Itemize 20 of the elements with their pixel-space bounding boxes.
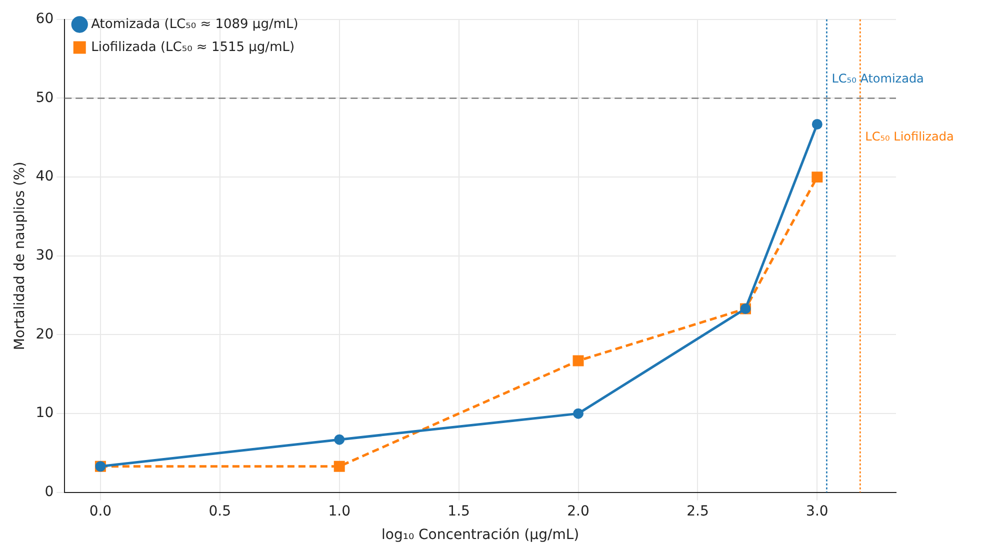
- x-tick-label: 0.0: [89, 503, 112, 520]
- y-tick-label: 0: [44, 484, 54, 500]
- x-tick-label: 1.5: [448, 503, 470, 520]
- x-axis-title: log₁₀ Concentración (µg/mL): [382, 527, 580, 544]
- x-tick-label: 0.5: [208, 503, 232, 520]
- x-tick-label: 2.5: [686, 503, 709, 520]
- legend-label: Atomizada (LC₅₀ ≈ 1089 µg/mL): [91, 16, 298, 32]
- ref-line-label: LC₅₀ Atomizada: [832, 72, 924, 86]
- y-tick-label: 10: [36, 405, 54, 422]
- y-tick-label: 60: [36, 11, 54, 28]
- x-tick-label: 3.0: [806, 503, 828, 520]
- y-axis-title: Mortalidad de nauplios (%): [12, 162, 28, 350]
- y-tick-label: 50: [36, 90, 54, 106]
- y-tick-label: 20: [36, 326, 54, 342]
- legend-label: Liofilizada (LC₅₀ ≈ 1515 µg/mL): [91, 40, 295, 55]
- ref-line-label: LC₅₀ Liofilizada: [865, 130, 954, 144]
- y-tick-label: 30: [36, 248, 54, 264]
- x-tick-label: 2.0: [567, 503, 590, 520]
- y-tick-label: 40: [36, 168, 54, 185]
- x-tick-label: 1.0: [328, 503, 350, 520]
